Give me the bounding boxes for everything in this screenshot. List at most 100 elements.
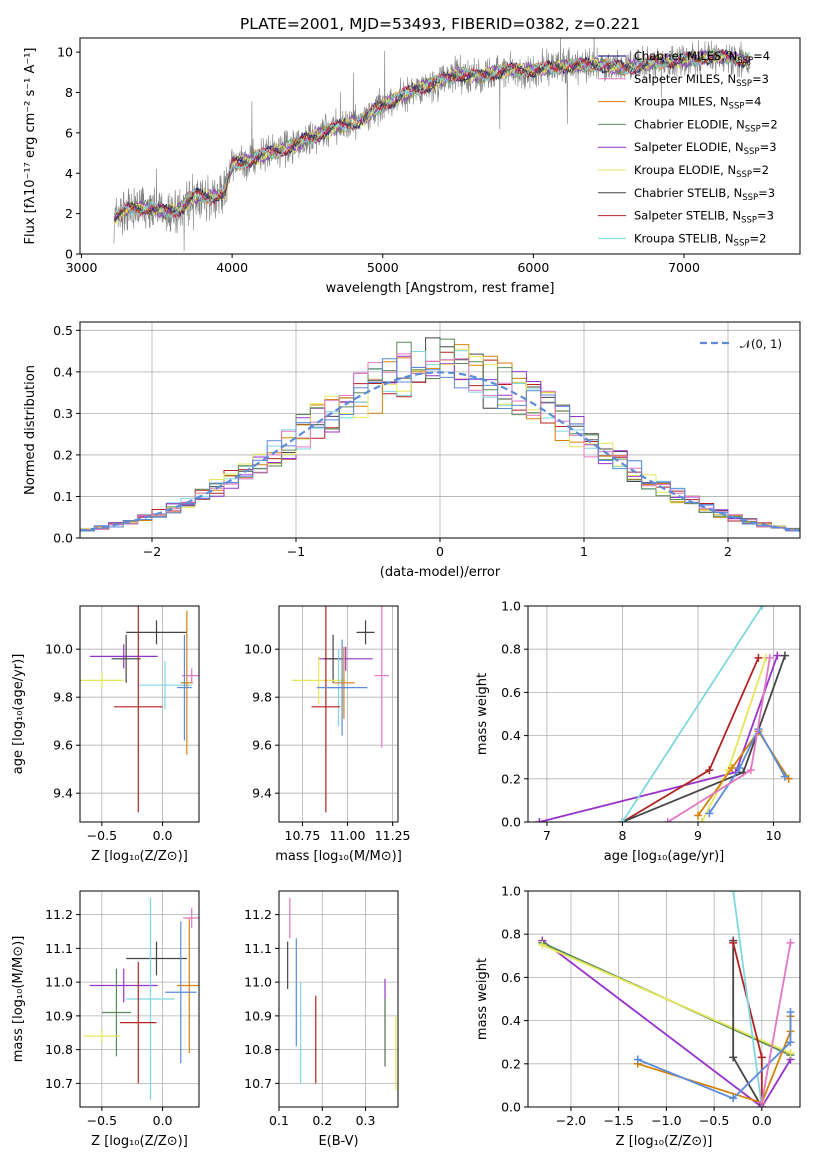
error-bar-point <box>138 661 192 710</box>
legend-entry: Chabrier MILES, NSSP=4 <box>634 49 770 66</box>
legend-subscript: SSP <box>742 193 758 203</box>
panel-weight_vs_Z: −2.0 −1.5 −1.0 −0.5 0.0 0.0 0.2 0.4 0.6 0.8 1.0 Z [… <box>475 884 801 1149</box>
legend-entry: Salpeter STELIB, NSSP=3 <box>634 209 774 226</box>
legend-entry: Salpeter ELODIE, NSSP=3 <box>634 140 777 157</box>
y-axis-label: Normed distribution <box>23 365 38 495</box>
panel-spectrum: 3000 4000 5000 6000 7000 0 2 4 6 8 10 wavelength [A… <box>23 37 801 296</box>
legend-entry: Chabrier ELODIE, NSSP=2 <box>634 117 778 134</box>
y-tick-label: 0.0 <box>501 815 521 830</box>
y-tick-label: 11.1 <box>244 941 272 956</box>
x-tick-label: −0.5 <box>87 1113 117 1128</box>
panel-weight_vs_age: 7 8 9 10 0.0 0.2 0.4 0.6 0.8 1.0 age [log₁₀(age/yr… <box>475 599 801 864</box>
axes-frame <box>278 605 399 823</box>
y-tick-label: 11.2 <box>244 907 272 922</box>
plus-marker <box>538 941 547 949</box>
error-bar-point <box>316 639 368 736</box>
panel-residuals: −2 −1 0 1 2 0.0 0.1 0.2 0.3 0.4 0.5 (data-model)/er… <box>23 321 801 580</box>
plus-marker <box>729 938 738 947</box>
weight-line <box>541 944 791 1054</box>
error-bar-point <box>126 620 187 645</box>
x-tick-label: −0.5 <box>699 1113 729 1128</box>
legend-value: =3 <box>758 186 775 200</box>
y-tick-label: 0 <box>65 247 73 262</box>
x-tick-label: 0.0 <box>153 1113 173 1128</box>
legend-subscript: SSP <box>745 124 761 134</box>
y-tick-label: 9.6 <box>53 738 73 753</box>
axes-frame <box>527 605 801 823</box>
x-tick-label: 3000 <box>66 260 98 275</box>
x-tick-label: 5000 <box>367 260 399 275</box>
y-tick-label: 10.9 <box>244 1008 272 1023</box>
plot-area <box>80 606 199 813</box>
y-tick-label: 10 <box>57 45 73 60</box>
y-tick-label: 10.8 <box>244 1042 272 1057</box>
error-bar-point <box>333 646 355 719</box>
x-tick-label: −2 <box>143 544 161 559</box>
y-tick-label: 10.7 <box>244 1076 272 1091</box>
y-tick-label: 4 <box>65 166 73 181</box>
y-tick-label: 2 <box>65 206 73 221</box>
plus-marker <box>757 1053 766 1062</box>
error-bar-point <box>177 634 192 741</box>
legend-entry: Chabrier STELIB, NSSP=3 <box>634 186 775 203</box>
y-tick-label: 0.2 <box>501 1056 521 1071</box>
y-tick-label: 9.4 <box>252 786 272 801</box>
x-axis-label: (data-model)/error <box>380 565 501 580</box>
axes-frame <box>79 890 200 1108</box>
plus-marker <box>694 811 702 820</box>
plot-area <box>535 606 793 822</box>
model-line <box>113 47 751 220</box>
y-tick-label: 0.4 <box>53 364 73 379</box>
legend-value: =3 <box>752 72 769 86</box>
plus-marker <box>729 891 738 895</box>
error-bar-point <box>183 907 199 929</box>
x-tick-label: 0 <box>436 544 444 559</box>
x-tick-label: 6000 <box>517 260 549 275</box>
axes-frame <box>79 605 200 823</box>
legend-subscript: SSP <box>744 147 760 157</box>
x-tick-label: 7 <box>543 828 551 843</box>
plot-area <box>291 606 389 813</box>
y-tick-label: 0.6 <box>501 685 521 700</box>
plus-marker <box>633 1055 642 1064</box>
weight-line <box>622 655 786 822</box>
plus-marker <box>535 818 544 822</box>
legend-value: =3 <box>757 209 774 223</box>
plot-area <box>83 897 199 1101</box>
plus-marker <box>705 766 714 775</box>
x-axis-label: wavelength [Angstrom, rest frame] <box>326 281 555 296</box>
y-tick-label: 6 <box>65 125 73 140</box>
x-tick-label: 2 <box>724 544 732 559</box>
error-bar-point <box>311 606 341 813</box>
legend-entry: Kroupa STELIB, NSSP=2 <box>634 231 766 248</box>
legend-entry: Kroupa ELODIE, NSSP=2 <box>634 163 769 180</box>
y-tick-label: 0.2 <box>501 771 521 786</box>
error-bar-point <box>126 897 175 1101</box>
error-bar-point <box>324 634 343 683</box>
y-tick-label: 11.2 <box>45 907 73 922</box>
axes-frame <box>79 321 801 539</box>
y-tick-label: 8 <box>65 85 73 100</box>
y-tick-label: 10.7 <box>45 1076 73 1091</box>
y-tick-label: 10.0 <box>45 642 73 657</box>
y-tick-label: 0.0 <box>501 1100 521 1115</box>
weight-line <box>541 939 792 1107</box>
y-axis-label: mass [log₁₀(M/M⊙)] <box>11 936 26 1063</box>
plot-area <box>80 337 800 538</box>
y-axis-label: mass weight <box>475 958 490 1040</box>
weight-line <box>637 1012 792 1100</box>
x-axis-label: age [log₁₀(age/yr)] <box>604 849 725 864</box>
x-tick-label: 7000 <box>668 260 700 275</box>
x-tick-label: −2.0 <box>556 1113 586 1128</box>
legend-value: =2 <box>749 231 766 245</box>
y-tick-label: 10.0 <box>244 642 272 657</box>
axes-frame <box>527 890 801 1108</box>
axes-frame <box>79 37 801 255</box>
error-bar-point <box>89 644 158 669</box>
panel-mass_vs_Z: −0.5 0.0 10.7 10.8 10.9 11.0 11.1 11.2 Z [log₁₀(… <box>11 890 200 1149</box>
x-tick-label: 11.25 <box>375 828 411 843</box>
figure-title: PLATE=2001, MJD=53493, FIBERID=0382, z=0… <box>240 15 640 33</box>
panel-mass_vs_ebv: 0.1 0.2 0.3 10.7 10.8 10.9 11.0 11.1 11.2 E(B-V) <box>244 890 399 1149</box>
legend-value: =3 <box>760 140 777 154</box>
